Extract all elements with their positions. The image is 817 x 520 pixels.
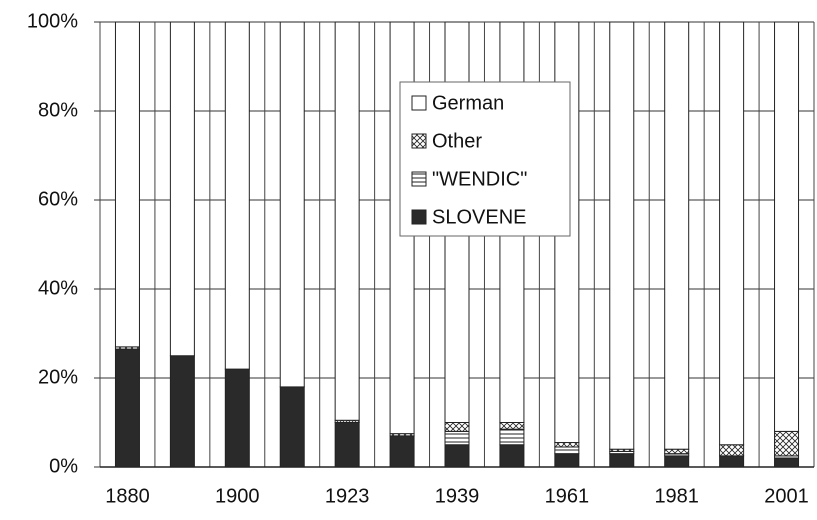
bar-segment	[664, 455, 690, 468]
y-tick-label: 40%	[38, 277, 78, 299]
legend-swatch	[411, 209, 427, 225]
legend-label: Other	[432, 130, 482, 152]
x-tick-label: 2001	[764, 485, 809, 507]
bar-segment	[609, 21, 635, 450]
bar-segment	[499, 444, 525, 468]
bar-segment	[719, 455, 745, 468]
y-tick-label: 100%	[27, 10, 78, 32]
y-tick-label: 0%	[49, 455, 78, 477]
bar-segment	[554, 453, 580, 468]
bar-segment	[719, 444, 745, 457]
bar-segment	[554, 446, 580, 455]
bar-segment	[499, 428, 525, 446]
bar-segment	[279, 386, 305, 468]
bar-segment	[444, 422, 470, 432]
bar-segment	[114, 348, 140, 468]
y-tick-label: 60%	[38, 188, 78, 210]
y-tick-label: 80%	[38, 99, 78, 121]
bar-segment	[499, 422, 525, 430]
legend-box	[399, 81, 571, 237]
legend-swatch	[411, 95, 427, 111]
legend-label: German	[432, 92, 504, 114]
bar-segment	[169, 355, 195, 468]
bar-segment	[774, 430, 800, 457]
legend-swatch	[411, 133, 427, 149]
bar-segment	[774, 457, 800, 468]
bar-segment	[114, 21, 140, 348]
x-tick-label: 1939	[435, 485, 480, 507]
x-tick-label: 1880	[105, 485, 150, 507]
x-tick-label: 1900	[215, 485, 260, 507]
bar-segment	[554, 442, 580, 448]
bar-segment	[719, 21, 745, 446]
bar-segment	[334, 422, 360, 468]
bar-segment	[664, 448, 690, 455]
bar-segment	[334, 21, 360, 421]
bar-segment	[224, 368, 250, 468]
bar-segment	[169, 21, 195, 357]
bar-segment	[774, 21, 800, 432]
legend-label: SLOVENE	[432, 206, 526, 228]
bar-segment	[444, 444, 470, 468]
bar-segment	[224, 21, 250, 370]
bar-segment	[444, 430, 470, 446]
x-tick-label: 1961	[545, 485, 590, 507]
bar-segment	[279, 21, 305, 388]
legend-swatch	[411, 171, 427, 187]
bar-segment	[664, 21, 690, 450]
x-tick-label: 1923	[325, 485, 370, 507]
bar-segment	[609, 453, 635, 468]
bar-segment	[389, 435, 415, 468]
x-tick-label: 1981	[654, 485, 699, 507]
y-tick-label: 20%	[38, 366, 78, 388]
legend-label: "WENDIC"	[432, 168, 527, 190]
